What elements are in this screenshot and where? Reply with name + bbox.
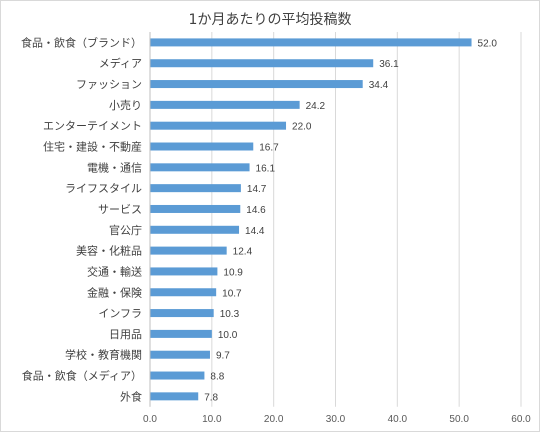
data-label: 34.4 [369, 80, 389, 91]
data-label: 10.7 [222, 288, 242, 299]
category-label: 食品・飲食（メディア） [22, 369, 142, 383]
bar [150, 267, 218, 276]
bar [150, 371, 205, 380]
category-label: 外食 [120, 389, 142, 403]
bar [150, 309, 214, 318]
category-label: 交通・輸送 [87, 264, 142, 278]
bar [150, 329, 212, 338]
x-tick-label: 40.0 [388, 414, 408, 425]
data-label: 9.7 [216, 351, 230, 362]
data-label: 16.1 [256, 163, 276, 174]
bar [150, 59, 374, 68]
bar [150, 121, 287, 130]
data-label: 10.9 [223, 267, 243, 278]
bar [150, 225, 240, 234]
data-label: 52.0 [478, 38, 498, 49]
bar [150, 80, 363, 89]
category-label: 食品・飲食（ブランド） [21, 35, 142, 49]
data-label: 24.2 [306, 101, 326, 112]
bar [150, 142, 254, 151]
x-tick-label: 0.0 [143, 414, 157, 425]
bar [150, 38, 472, 47]
category-label: 官公庁 [109, 223, 142, 237]
bar [150, 392, 199, 401]
category-label: エンターテイメント [43, 120, 142, 133]
bar [150, 184, 241, 193]
category-label: ライフスタイル [65, 182, 142, 195]
x-tick-label: 30.0 [326, 414, 346, 425]
bar [150, 163, 250, 172]
data-label: 10.3 [220, 309, 240, 320]
category-label: 住宅・建設・不動産 [43, 140, 142, 154]
category-label: 金融・保険 [87, 285, 142, 299]
bar [150, 204, 241, 213]
data-label: 14.4 [245, 226, 265, 237]
category-label: 日用品 [109, 328, 142, 341]
data-label: 14.7 [247, 184, 267, 195]
data-label: 22.0 [292, 122, 312, 133]
category-label: インフラ [98, 307, 142, 320]
bar [150, 288, 217, 297]
bar [150, 100, 300, 109]
bar [150, 350, 210, 359]
data-label: 12.4 [233, 247, 253, 258]
category-label: サービス [98, 203, 142, 216]
x-tick-label: 50.0 [449, 414, 469, 425]
data-label: 14.6 [246, 205, 266, 216]
data-label: 16.7 [259, 143, 279, 154]
x-tick-label: 20.0 [264, 414, 284, 425]
data-label: 10.0 [218, 330, 238, 341]
bar [150, 246, 227, 255]
data-label: 7.8 [204, 392, 218, 403]
data-label: 36.1 [379, 59, 399, 70]
x-tick-label: 60.0 [511, 414, 531, 425]
category-label: 学校・教育機関 [65, 348, 142, 362]
category-label: 美容・化粧品 [76, 244, 142, 258]
x-tick-label: 10.0 [202, 414, 222, 425]
category-label: 電機・通信 [87, 160, 142, 174]
category-label: 小売り [109, 99, 142, 112]
category-label: ファッション [76, 78, 142, 91]
chart-title: 1か月あたりの平均投稿数 [188, 12, 352, 28]
data-label: 8.8 [210, 372, 224, 383]
category-label: メディア [99, 56, 142, 70]
